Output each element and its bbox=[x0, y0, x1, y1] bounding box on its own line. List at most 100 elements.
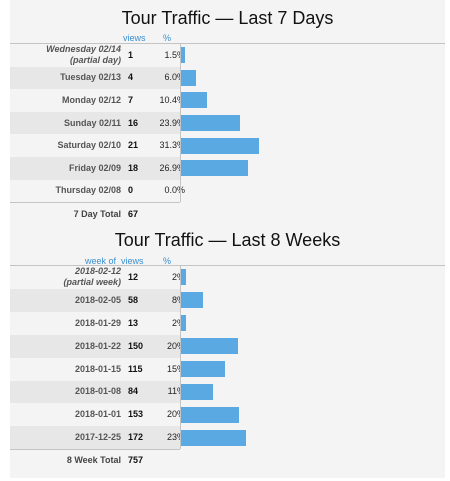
week-of-header: week of bbox=[85, 256, 117, 266]
chart-title: Tour Traffic — Last 7 Days bbox=[121, 8, 334, 28]
views-value: 4 bbox=[128, 72, 134, 83]
views-header: views bbox=[123, 33, 146, 43]
views-bar bbox=[181, 383, 213, 400]
views-bar bbox=[181, 47, 185, 64]
percent-value: 23.9% bbox=[159, 117, 185, 128]
views-value: 58 bbox=[128, 294, 139, 305]
table-row: 2018-01-15 115 15% bbox=[10, 358, 445, 381]
views-value: 150 bbox=[128, 340, 144, 351]
category-label: Thursday 02/08 bbox=[55, 185, 121, 196]
row-band bbox=[10, 157, 180, 180]
views-value: 0 bbox=[128, 185, 134, 196]
row-band bbox=[10, 66, 180, 90]
row-label: Friday 02/09 bbox=[69, 163, 121, 174]
section-last-7-days: Tour Traffic — Last 7 Days views % Wedne… bbox=[10, 0, 445, 225]
row-label: 2018-01-15 bbox=[75, 364, 121, 375]
category-label: Friday 02/09 bbox=[68, 162, 121, 173]
row-band bbox=[10, 426, 180, 450]
row-band bbox=[10, 288, 180, 312]
percent-value: 26.9% bbox=[159, 162, 185, 173]
percent-value: 2% bbox=[171, 271, 185, 282]
bar-axis-line bbox=[180, 44, 181, 203]
table-row: 2018-02-12 (partial week) 12 2% bbox=[10, 266, 445, 289]
views-value: 12 bbox=[128, 271, 139, 282]
views-bar bbox=[181, 160, 248, 177]
row-label: 2018-01-22 bbox=[75, 341, 121, 352]
views-value: 84 bbox=[128, 386, 139, 397]
row-label: Sunday 02/11 bbox=[64, 118, 121, 129]
percent-value: 20% bbox=[166, 340, 185, 351]
row-label: 2018-02-05 bbox=[75, 295, 121, 306]
category-label: 2018-01-01 bbox=[74, 409, 121, 420]
total-rule bbox=[10, 449, 180, 450]
row-label: Wednesday 02/14 (partial day) bbox=[46, 44, 121, 66]
section-last-8-weeks: Tour Traffic — Last 8 Weeks week of view… bbox=[10, 225, 445, 478]
row-band bbox=[10, 334, 180, 358]
table-row: 2018-01-29 13 2% bbox=[10, 312, 445, 335]
row-label: 2018-02-12 (partial week) bbox=[63, 266, 121, 288]
category-label: Monday 02/12 bbox=[61, 94, 121, 105]
views-value: 172 bbox=[128, 432, 144, 443]
row-label: Tuesday 02/13 bbox=[60, 72, 121, 83]
category-label: 2018-01-15 bbox=[74, 363, 121, 374]
table-row: Tuesday 02/13 4 6.0% bbox=[10, 66, 445, 90]
views-header: views bbox=[121, 256, 144, 266]
views-value: 13 bbox=[128, 317, 139, 328]
category-label: Saturday 02/10 bbox=[57, 140, 121, 151]
category-label: 2018-01-22 bbox=[74, 340, 121, 351]
total-value: 67 bbox=[128, 209, 139, 219]
row-label: Monday 02/12 bbox=[62, 95, 121, 106]
total-value: 757 bbox=[128, 455, 144, 465]
total-label: 7 Day Total bbox=[73, 209, 121, 219]
views-value: 7 bbox=[128, 94, 134, 105]
category-label: 2018-01-08 bbox=[74, 386, 121, 397]
views-bar bbox=[181, 315, 186, 332]
chart-title: Tour Traffic — Last 8 Weeks bbox=[114, 230, 341, 250]
views-value: 115 bbox=[128, 363, 143, 374]
row-band bbox=[10, 380, 180, 404]
percent-value: 6.0% bbox=[164, 72, 185, 83]
table-row: 2018-01-01 153 20% bbox=[10, 403, 445, 426]
category-label: Tuesday 02/13 bbox=[60, 72, 121, 83]
row-label: 2018-01-01 bbox=[75, 409, 121, 420]
table-row: Saturday 02/10 21 31.3% bbox=[10, 134, 445, 157]
table-row: 2018-01-08 84 11% bbox=[10, 380, 445, 404]
views-bar bbox=[181, 69, 196, 86]
category-label: 2018-02-05 bbox=[74, 294, 121, 305]
total-label: 8 Week Total bbox=[66, 455, 121, 465]
table-row: 2018-02-05 58 8% bbox=[10, 288, 445, 312]
table-row: Friday 02/09 18 26.9% bbox=[10, 157, 445, 180]
views-bar bbox=[181, 406, 240, 423]
bar-axis-line bbox=[180, 266, 181, 450]
header-rule bbox=[10, 43, 445, 44]
views-value: 16 bbox=[128, 117, 139, 128]
percent-header: % bbox=[163, 256, 172, 266]
views-bar bbox=[181, 115, 241, 132]
views-value: 18 bbox=[128, 162, 139, 173]
views-bar bbox=[181, 269, 186, 286]
views-bar bbox=[181, 292, 204, 309]
table-row: 2018-01-22 150 20% bbox=[10, 334, 445, 358]
views-value: 153 bbox=[128, 409, 144, 420]
views-bar bbox=[181, 361, 225, 378]
views-bar bbox=[181, 338, 238, 355]
category-label: Sunday 02/11 bbox=[63, 117, 121, 128]
percent-header: % bbox=[163, 33, 172, 43]
percent-value: 0.0% bbox=[164, 185, 185, 196]
percent-value: 1.5% bbox=[164, 49, 185, 60]
views-bar bbox=[181, 92, 207, 109]
percent-value: 2% bbox=[171, 317, 185, 328]
total-rule bbox=[10, 202, 180, 203]
percent-value: 15% bbox=[166, 363, 185, 374]
row-label: Saturday 02/10 bbox=[57, 140, 121, 151]
table-row: Wednesday 02/14 (partial day) 1 1.5% bbox=[10, 44, 445, 67]
category-note: (partial day) bbox=[69, 55, 121, 66]
table-row: Thursday 02/08 0 0.0% bbox=[10, 180, 445, 203]
percent-value: 10.4% bbox=[159, 94, 185, 105]
row-label: Thursday 02/08 bbox=[55, 185, 121, 196]
header-rule bbox=[10, 265, 445, 266]
category-label: Wednesday 02/14 bbox=[46, 44, 121, 55]
percent-value: 31.3% bbox=[159, 140, 185, 151]
row-label: 2018-01-29 bbox=[75, 318, 121, 329]
views-value: 1 bbox=[128, 49, 134, 60]
